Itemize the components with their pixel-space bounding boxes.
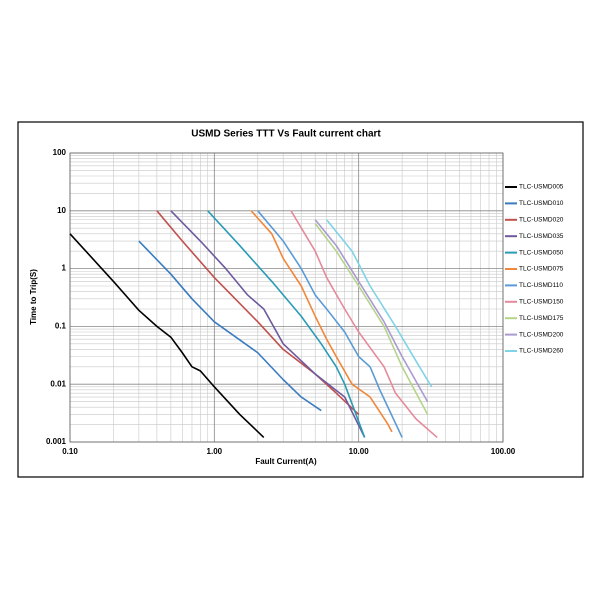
y-tick-label: 0.01 [50,379,66,388]
plot-area [69,152,504,443]
legend-label: TLC-USMD005 [519,184,564,191]
series-line [250,210,393,433]
legend-label: TLC-USMD110 [519,282,563,289]
series-line [314,223,429,415]
series-line [326,219,433,388]
series-line [138,240,322,412]
y-tick-label: 0.1 [55,322,67,331]
chart-title: USMD Series TTT Vs Fault current chart [191,129,381,140]
y-tick-label: 0.001 [46,437,67,446]
legend-label: TLC-USMD260 [519,348,564,355]
legend-label: TLC-USMD035 [519,233,564,240]
x-tick-label: 1.00 [207,447,223,456]
x-tick-label: 0.10 [62,447,78,456]
series-line [207,210,366,438]
series-line [69,233,265,438]
x-tick-label: 10.00 [349,447,370,456]
legend-label: TLC-USMD075 [519,266,564,273]
chart-frame [17,121,584,478]
series-line [257,210,403,438]
series-line [170,210,366,438]
legend-label: TLC-USMD150 [519,299,564,306]
y-tick-label: 1 [62,264,67,273]
legend-label: TLC-USMD020 [519,217,564,224]
x-axis-label: Fault Current(A) [255,457,317,466]
series-line [290,210,438,439]
y-axis-label: Time to Trip(S) [29,269,38,325]
legend-label: TLC-USMD050 [519,249,564,256]
legend-label: TLC-USMD175 [519,315,564,322]
y-tick-label: 10 [57,206,66,215]
legend-label: TLC-USMD200 [519,331,564,338]
series-line [156,210,360,415]
series-line [314,219,429,402]
x-tick-label: 100.00 [491,447,516,456]
y-tick-label: 100 [53,148,67,157]
legend-label: TLC-USMD010 [519,200,564,207]
